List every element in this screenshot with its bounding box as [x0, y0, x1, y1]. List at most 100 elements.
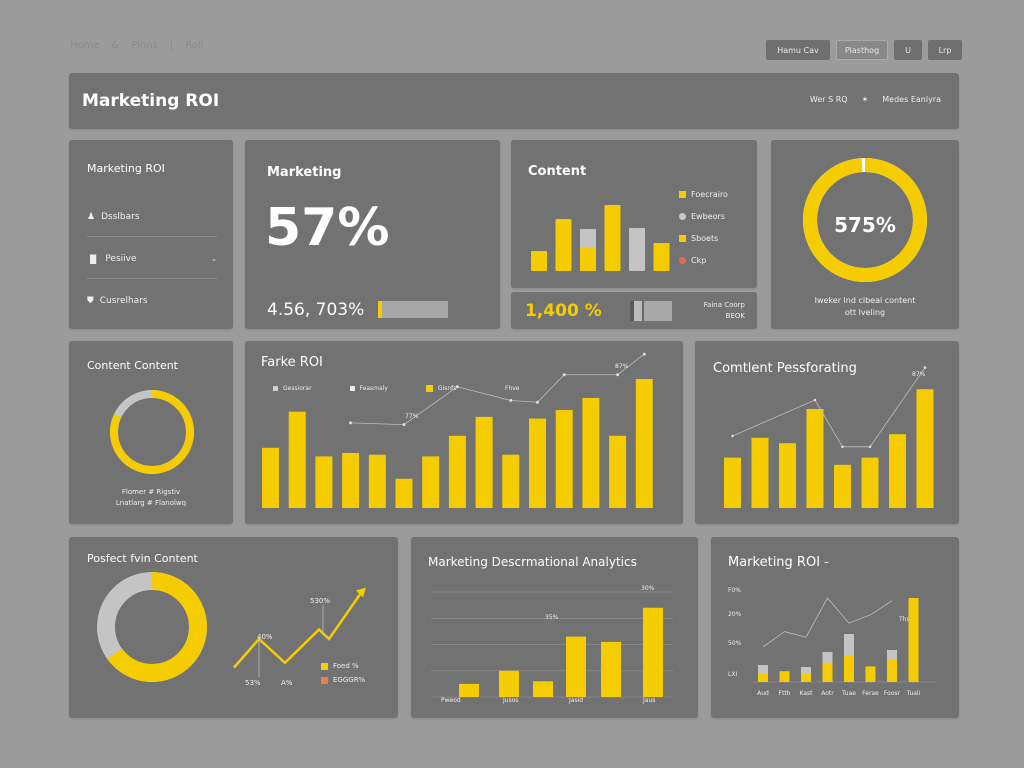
breadcrumb-roll[interactable]: Roll: [185, 40, 204, 51]
breadcrumb: Home & Pinns | Roll: [70, 40, 203, 51]
small-donut-card: Content Content Flomer # Rigstiv Lnatlar…: [69, 341, 233, 524]
toolbar-button-u[interactable]: U: [894, 40, 922, 60]
trend-point: [841, 445, 844, 449]
sidebar-item-label: Dsslbars: [101, 212, 140, 222]
bar: [502, 454, 520, 508]
legend-swatch: [679, 235, 686, 242]
page-header: Marketing ROI Wer S RQ ✶ Medes Eanlyra: [69, 73, 959, 129]
legend-label: Gessiorar: [283, 385, 312, 392]
bar-yellow: [887, 659, 897, 682]
header-meta-right[interactable]: Medes Eanlyra: [882, 95, 941, 104]
x-tick-label: Jasid: [569, 697, 584, 704]
legend-label: Foecrairo: [691, 190, 728, 199]
legend-swatch: [273, 386, 278, 391]
performance-bar-chart: [724, 366, 934, 508]
roi-title: Marketing ROI -: [728, 555, 829, 570]
legend-item: EGGGR%: [321, 676, 365, 684]
performance-annotation: 87%: [912, 371, 926, 378]
legend-swatch: [321, 662, 328, 670]
perfect-content-card: Posfect fvin Content 40% 53% A% 530% Foe…: [69, 537, 398, 718]
trend-line: [762, 597, 893, 648]
bar-yellow: [908, 598, 919, 682]
small-donut-title: Content Content: [87, 359, 178, 372]
breadcrumb-sep: |: [169, 40, 174, 51]
label-line: BEOK: [725, 312, 745, 320]
content-legend: Foecrairo Ewbeors Sboets Ckp: [679, 190, 728, 265]
breadcrumb-pinns[interactable]: Pinns: [131, 40, 158, 51]
chevron-down-icon[interactable]: ⌄: [211, 255, 217, 263]
y-tick-label: F0%: [728, 587, 741, 594]
farke-annotation: 77%: [405, 413, 419, 420]
toggle-part: [630, 301, 634, 321]
farke-legend: Gessiorar Feasmaly Gisnfs: [273, 385, 456, 392]
legend-label: Feasmaly: [359, 385, 388, 392]
x-tick-label: Pweod: [441, 697, 461, 704]
toggle-part: [634, 301, 642, 321]
kpi-title: Marketing: [267, 165, 342, 180]
line-label: 40%: [257, 633, 273, 641]
bar: [566, 636, 586, 697]
kpi-big-value: 57%: [265, 198, 390, 258]
bar: [601, 641, 621, 697]
breadcrumb-sep: &: [111, 40, 120, 51]
bar: [724, 457, 741, 508]
bar: [609, 435, 627, 508]
bar-gray: [758, 665, 768, 682]
legend-swatch: [679, 213, 686, 220]
bar: [635, 379, 653, 508]
bar: [889, 434, 906, 508]
sidebar-item-dsslbars[interactable]: ♟ Dsslbars: [87, 212, 217, 222]
legend-swatch: [425, 385, 433, 392]
x-tick-label: Ftth: [779, 690, 791, 697]
analytics-title: Marketing Descrmational Analytics: [428, 555, 637, 569]
legend-item: Ewbeors: [679, 212, 728, 221]
bar-yellow: [580, 247, 596, 271]
trend-point: [813, 398, 817, 402]
trend-point: [923, 366, 927, 369]
kpi-progress-bar: [378, 301, 448, 318]
performance-title: Comtlent Pessforating: [713, 361, 857, 376]
sidebar-item-cusrelhars[interactable]: ⛊ Cusrelhars: [87, 296, 217, 306]
trend-point: [536, 400, 539, 404]
perfect-content-chart: [97, 572, 366, 682]
legend-item: Feasmaly: [349, 385, 388, 392]
bar-yellow: [604, 205, 621, 271]
bar: [529, 418, 546, 508]
legend-label: Gisnfs: [437, 385, 457, 392]
y-tick-label: 20%: [728, 611, 742, 618]
sidebar-item-pesiive[interactable]: ▐▌ Pesiive ⌄: [87, 254, 217, 264]
caption-line: Iweker lnd clbeal content: [814, 296, 916, 305]
x-tick-label: Tuae: [841, 690, 856, 697]
bar: [533, 681, 553, 697]
line-label: 53%: [245, 679, 261, 687]
toolbar-button-lrp[interactable]: Lrp: [928, 40, 962, 60]
bar: [262, 447, 279, 508]
breadcrumb-home[interactable]: Home: [70, 40, 100, 51]
trend-point: [731, 434, 734, 438]
bar: [916, 389, 934, 508]
legend-label: Foed %: [333, 662, 359, 670]
trend-point: [455, 385, 459, 389]
legend-line: Flomer # Rigstiv: [121, 488, 181, 496]
bar-chart-icon: ▐▌: [87, 254, 100, 264]
small-donut-chart: [110, 390, 194, 474]
roi-annotation: Ths: [899, 616, 910, 623]
toolbar-button-plasthog[interactable]: Plasthog: [836, 40, 888, 60]
marketing-roi-card: Marketing ROI - F0% 20% 50% LXI Ths Aud F…: [711, 537, 959, 718]
person-icon[interactable]: ✶: [861, 95, 869, 104]
analytics-annotation: 35%: [545, 614, 559, 621]
legend-label: Ckp: [691, 256, 707, 265]
legend-item: Ckp: [679, 256, 728, 265]
roi-bar-chart: Aud Ftth Kast Aotr Tuae Ferae Foosr Tuali: [751, 597, 936, 697]
trend-line: [350, 353, 645, 426]
content-stat-label: Faina Coorp BEOK: [704, 300, 745, 322]
label-line: Faina Coorp: [703, 301, 745, 309]
trend-point: [349, 421, 353, 425]
donut-card: 575% Iweker lnd clbeal content ott lveli…: [771, 140, 959, 329]
toolbar-button-hamu[interactable]: Hamu Cav: [766, 40, 830, 60]
content-stat-toggle[interactable]: [630, 301, 672, 321]
legend-label: EGGGR%: [333, 676, 366, 684]
trend-point: [562, 373, 566, 377]
donut-value: 575%: [834, 213, 896, 237]
bar: [779, 443, 796, 508]
